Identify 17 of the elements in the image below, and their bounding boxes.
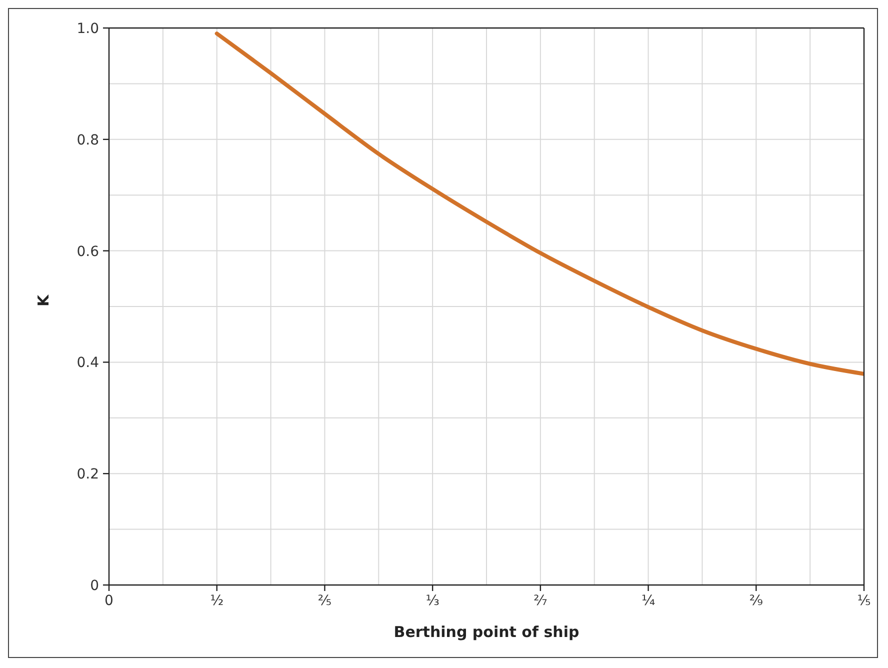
- y-axis-title: K: [34, 294, 52, 306]
- x-tick-label: 0: [104, 593, 114, 609]
- y-tick-label: 1.0: [76, 21, 99, 37]
- x-tick-label: ¹⁄₅: [857, 593, 871, 609]
- line-series: [214, 32, 864, 376]
- y-tick-label: 0.4: [76, 355, 100, 372]
- x-tick-label: ²⁄₉: [749, 593, 764, 609]
- y-tick-label: 0: [90, 578, 99, 594]
- y-tick-label: 0.2: [76, 466, 99, 483]
- x-tick-label: ²⁄₇: [534, 593, 548, 609]
- y-tick-label: 0.8: [76, 132, 99, 148]
- x-tick-label: ²⁄₅: [318, 593, 332, 609]
- y-tick-label: 0.6: [76, 244, 100, 260]
- x-tick-label: ¹⁄₂: [210, 593, 224, 609]
- x-tick-label: ¹⁄₃: [426, 593, 440, 609]
- x-axis-title: Berthing point of ship: [394, 623, 580, 641]
- x-tick-label: ¹⁄₄: [642, 593, 656, 609]
